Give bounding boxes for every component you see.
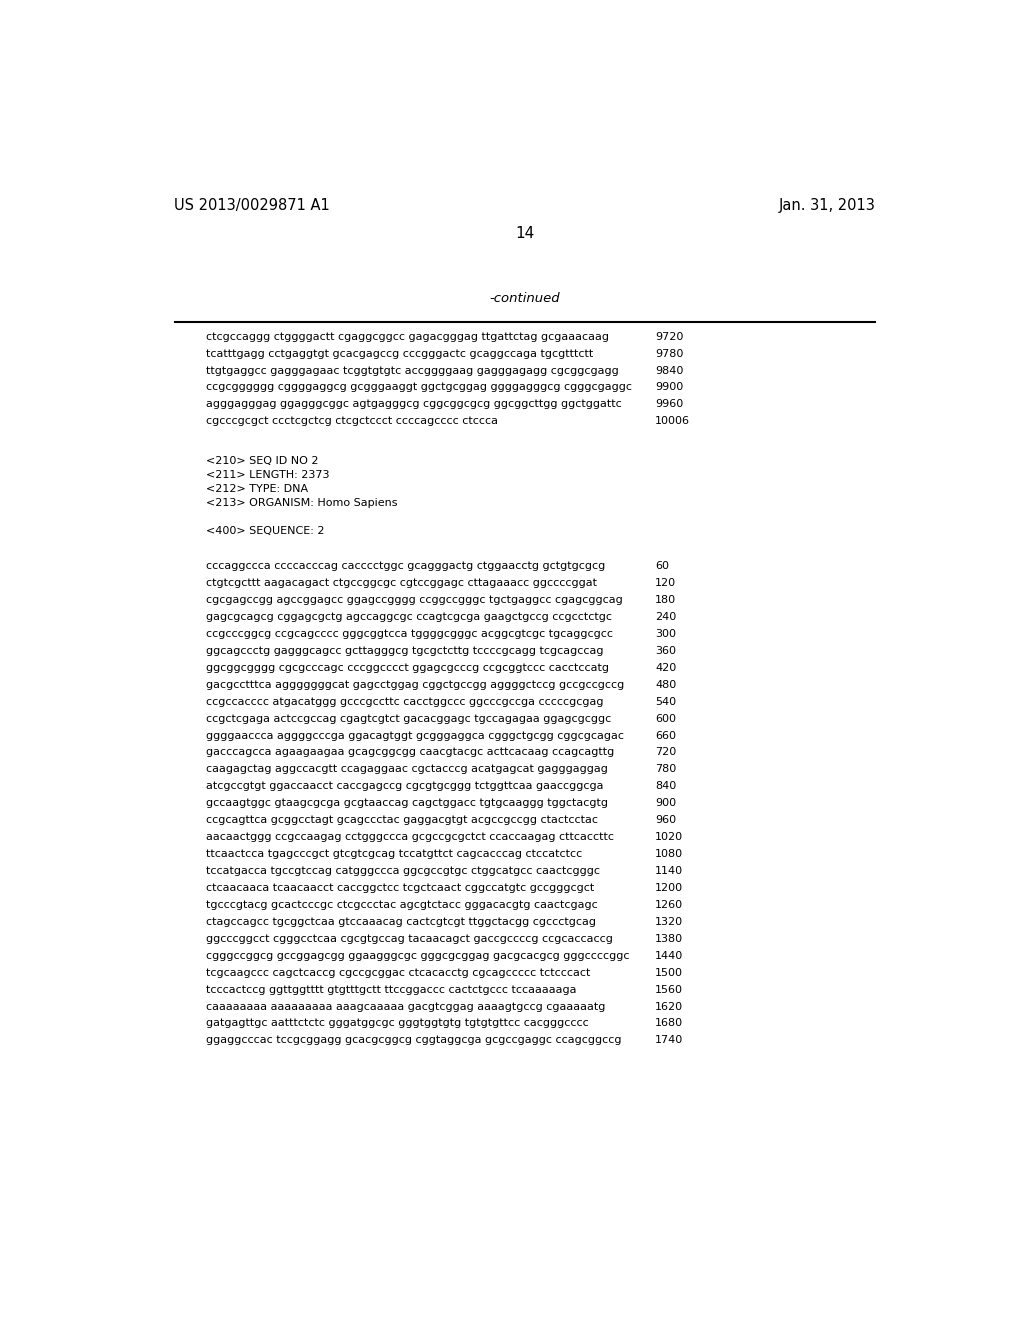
Text: 1020: 1020: [655, 832, 683, 842]
Text: 300: 300: [655, 628, 676, 639]
Text: 1560: 1560: [655, 985, 683, 994]
Text: ggaggcccac tccgcggagg gcacgcggcg cggtaggcga gcgccgaggc ccagcggccg: ggaggcccac tccgcggagg gcacgcggcg cggtagg…: [206, 1035, 621, 1045]
Text: 1620: 1620: [655, 1002, 683, 1011]
Text: <400> SEQUENCE: 2: <400> SEQUENCE: 2: [206, 525, 324, 536]
Text: 9780: 9780: [655, 348, 683, 359]
Text: 600: 600: [655, 714, 676, 723]
Text: caaaaaaaa aaaaaaaaa aaagcaaaaa gacgtcggag aaaagtgccg cgaaaaatg: caaaaaaaa aaaaaaaaa aaagcaaaaa gacgtcgga…: [206, 1002, 605, 1011]
Text: <213> ORGANISM: Homo Sapiens: <213> ORGANISM: Homo Sapiens: [206, 498, 397, 508]
Text: caagagctag aggccacgtt ccagaggaac cgctacccg acatgagcat gagggaggag: caagagctag aggccacgtt ccagaggaac cgctacc…: [206, 764, 607, 775]
Text: US 2013/0029871 A1: US 2013/0029871 A1: [174, 198, 331, 214]
Text: 660: 660: [655, 730, 676, 741]
Text: tccatgacca tgccgtccag catgggccca ggcgccgtgc ctggcatgcc caactcgggc: tccatgacca tgccgtccag catgggccca ggcgccg…: [206, 866, 599, 876]
Text: 900: 900: [655, 799, 676, 808]
Text: tgcccgtacg gcactcccgc ctcgccctac agcgtctacc gggacacgtg caactcgagc: tgcccgtacg gcactcccgc ctcgccctac agcgtct…: [206, 900, 597, 909]
Text: gatgagttgc aatttctctc gggatggcgc gggtggtgtg tgtgtgttcc cacgggcccc: gatgagttgc aatttctctc gggatggcgc gggtggt…: [206, 1019, 588, 1028]
Text: <210> SEQ ID NO 2: <210> SEQ ID NO 2: [206, 457, 318, 466]
Text: 1680: 1680: [655, 1019, 683, 1028]
Text: ggcccggcct cgggcctcaa cgcgtgccag tacaacagct gaccgccccg ccgcaccaccg: ggcccggcct cgggcctcaa cgcgtgccag tacaaca…: [206, 933, 612, 944]
Text: 10006: 10006: [655, 416, 690, 426]
Text: 120: 120: [655, 578, 676, 587]
Text: ccgccacccc atgacatggg gcccgccttc cacctggccc ggcccgccga cccccgcgag: ccgccacccc atgacatggg gcccgccttc cacctgg…: [206, 697, 603, 706]
Text: 1440: 1440: [655, 950, 683, 961]
Text: ctcaacaaca tcaacaacct caccggctcc tcgctcaact cggccatgtc gccgggcgct: ctcaacaaca tcaacaacct caccggctcc tcgctca…: [206, 883, 594, 892]
Text: agggagggag ggagggcggc agtgagggcg cggcggcgcg ggcggcttgg ggctggattc: agggagggag ggagggcggc agtgagggcg cggcggc…: [206, 400, 622, 409]
Text: <211> LENGTH: 2373: <211> LENGTH: 2373: [206, 470, 329, 480]
Text: 1260: 1260: [655, 900, 683, 909]
Text: ggcagccctg gagggcagcc gcttagggcg tgcgctcttg tccccgcagg tcgcagccag: ggcagccctg gagggcagcc gcttagggcg tgcgctc…: [206, 645, 603, 656]
Text: tcccactccg ggttggtttt gtgtttgctt ttccggaccc cactctgccc tccaaaaaga: tcccactccg ggttggtttt gtgtttgctt ttccgga…: [206, 985, 575, 994]
Text: gacccagcca agaagaagaa gcagcggcgg caacgtacgc acttcacaag ccagcagttg: gacccagcca agaagaagaa gcagcggcgg caacgta…: [206, 747, 613, 758]
Text: 1740: 1740: [655, 1035, 683, 1045]
Text: 420: 420: [655, 663, 676, 673]
Text: 480: 480: [655, 680, 676, 689]
Text: ccgcccggcg ccgcagcccc gggcggtcca tggggcgggc acggcgtcgc tgcaggcgcc: ccgcccggcg ccgcagcccc gggcggtcca tggggcg…: [206, 628, 612, 639]
Text: -continued: -continued: [489, 292, 560, 305]
Text: tcgcaagccc cagctcaccg cgccgcggac ctcacacctg cgcagccccc tctcccact: tcgcaagccc cagctcaccg cgccgcggac ctcacac…: [206, 968, 590, 978]
Text: ccgcgggggg cggggaggcg gcgggaaggt ggctgcggag ggggagggcg cgggcgaggc: ccgcgggggg cggggaggcg gcgggaaggt ggctgcg…: [206, 383, 632, 392]
Text: ccgctcgaga actccgccag cgagtcgtct gacacggagc tgccagagaa ggagcgcggc: ccgctcgaga actccgccag cgagtcgtct gacacgg…: [206, 714, 610, 723]
Text: ttcaactcca tgagcccgct gtcgtcgcag tccatgttct cagcacccag ctccatctcc: ttcaactcca tgagcccgct gtcgtcgcag tccatgt…: [206, 849, 582, 859]
Text: 360: 360: [655, 645, 676, 656]
Text: 960: 960: [655, 816, 676, 825]
Text: 840: 840: [655, 781, 676, 791]
Text: tcatttgagg cctgaggtgt gcacgagccg cccgggactc gcaggccaga tgcgtttctt: tcatttgagg cctgaggtgt gcacgagccg cccggga…: [206, 348, 593, 359]
Text: gacgcctttca agggggggcat gagcctggag cggctgccgg aggggctccg gccgccgccg: gacgcctttca agggggggcat gagcctggag cggct…: [206, 680, 624, 689]
Text: 9960: 9960: [655, 400, 683, 409]
Text: ttgtgaggcc gagggagaac tcggtgtgtc accggggaag gagggagagg cgcggcgagg: ttgtgaggcc gagggagaac tcggtgtgtc accgggg…: [206, 366, 618, 375]
Text: 1140: 1140: [655, 866, 683, 876]
Text: cgcgagccgg agccggagcc ggagccgggg ccggccgggc tgctgaggcc cgagcggcag: cgcgagccgg agccggagcc ggagccgggg ccggccg…: [206, 595, 623, 605]
Text: 240: 240: [655, 612, 676, 622]
Text: 540: 540: [655, 697, 676, 706]
Text: 1200: 1200: [655, 883, 683, 892]
Text: <212> TYPE: DNA: <212> TYPE: DNA: [206, 484, 307, 494]
Text: 1320: 1320: [655, 917, 683, 927]
Text: gccaagtggc gtaagcgcga gcgtaaccag cagctggacc tgtgcaaggg tggctacgtg: gccaagtggc gtaagcgcga gcgtaaccag cagctgg…: [206, 799, 607, 808]
Text: 1380: 1380: [655, 933, 683, 944]
Text: 9840: 9840: [655, 366, 683, 375]
Text: 14: 14: [515, 226, 535, 242]
Text: ggggaaccca aggggcccga ggacagtggt gcgggaggca cgggctgcgg cggcgcagac: ggggaaccca aggggcccga ggacagtggt gcgggag…: [206, 730, 624, 741]
Text: 1080: 1080: [655, 849, 683, 859]
Text: ctagccagcc tgcggctcaa gtccaaacag cactcgtcgt ttggctacgg cgccctgcag: ctagccagcc tgcggctcaa gtccaaacag cactcgt…: [206, 917, 596, 927]
Text: ctcgccaggg ctggggactt cgaggcggcc gagacgggag ttgattctag gcgaaacaag: ctcgccaggg ctggggactt cgaggcggcc gagacgg…: [206, 331, 608, 342]
Text: ggcggcgggg cgcgcccagc cccggcccct ggagcgcccg ccgcggtccc cacctccatg: ggcggcgggg cgcgcccagc cccggcccct ggagcgc…: [206, 663, 608, 673]
Text: cgggccggcg gccggagcgg ggaagggcgc gggcgcggag gacgcacgcg gggccccggc: cgggccggcg gccggagcgg ggaagggcgc gggcgcg…: [206, 950, 629, 961]
Text: 60: 60: [655, 561, 669, 572]
Text: Jan. 31, 2013: Jan. 31, 2013: [778, 198, 876, 214]
Text: ctgtcgcttt aagacagact ctgccggcgc cgtccggagc cttagaaacc ggccccggat: ctgtcgcttt aagacagact ctgccggcgc cgtccgg…: [206, 578, 597, 587]
Text: cccaggccca ccccacccag cacccctggc gcagggactg ctggaacctg gctgtgcgcg: cccaggccca ccccacccag cacccctggc gcaggga…: [206, 561, 605, 572]
Text: aacaactggg ccgccaagag cctgggccca gcgccgcgctct ccaccaagag cttcaccttc: aacaactggg ccgccaagag cctgggccca gcgccgc…: [206, 832, 613, 842]
Text: 1500: 1500: [655, 968, 683, 978]
Text: 720: 720: [655, 747, 676, 758]
Text: 780: 780: [655, 764, 676, 775]
Text: cgcccgcgct ccctcgctcg ctcgctccct ccccagcccc ctccca: cgcccgcgct ccctcgctcg ctcgctccct ccccagc…: [206, 416, 498, 426]
Text: ccgcagttca gcggcctagt gcagccctac gaggacgtgt acgccgccgg ctactcctac: ccgcagttca gcggcctagt gcagccctac gaggacg…: [206, 816, 597, 825]
Text: atcgccgtgt ggaccaacct caccgagccg cgcgtgcggg tctggttcaa gaaccggcga: atcgccgtgt ggaccaacct caccgagccg cgcgtgc…: [206, 781, 603, 791]
Text: 9900: 9900: [655, 383, 683, 392]
Text: gagcgcagcg cggagcgctg agccaggcgc ccagtcgcga gaagctgccg ccgcctctgc: gagcgcagcg cggagcgctg agccaggcgc ccagtcg…: [206, 612, 611, 622]
Text: 9720: 9720: [655, 331, 683, 342]
Text: 180: 180: [655, 595, 676, 605]
